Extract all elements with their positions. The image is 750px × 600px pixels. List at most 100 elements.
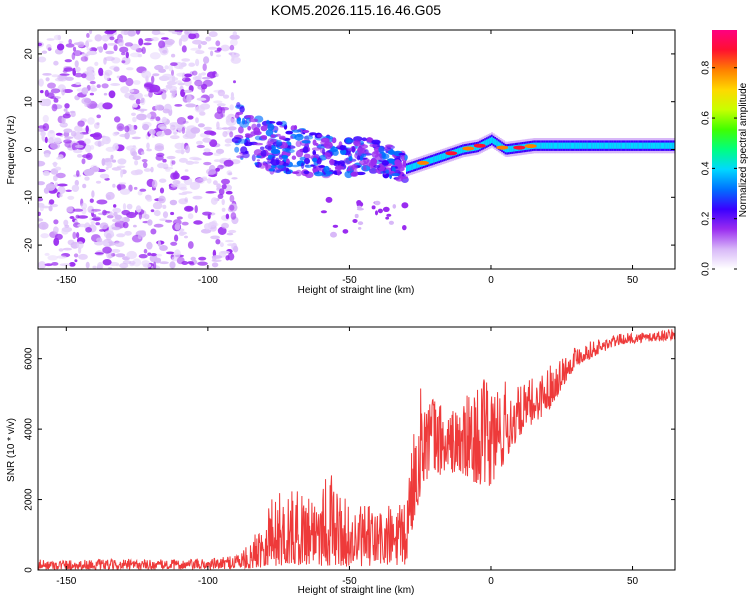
noise-blob xyxy=(156,131,166,137)
noise-blob xyxy=(181,45,187,53)
noise-blob xyxy=(44,263,53,267)
noise-blob xyxy=(55,132,63,136)
signal-band xyxy=(575,142,578,149)
transition-blob xyxy=(301,162,305,170)
noise-blob xyxy=(90,85,96,89)
noise-blob xyxy=(138,211,142,220)
noise-blob xyxy=(213,159,221,163)
noise-blob xyxy=(96,199,108,205)
transition-blob xyxy=(260,149,267,157)
noise-blob xyxy=(105,30,117,34)
noise-blob xyxy=(176,117,187,125)
signal-band xyxy=(414,162,417,169)
noise-blob xyxy=(179,231,188,235)
noise-blob xyxy=(77,215,89,219)
noise-blob xyxy=(141,70,152,79)
noise-blob xyxy=(117,184,122,191)
signal-band xyxy=(406,165,409,172)
spectrogram-x-label: Height of straight line (km) xyxy=(298,285,415,296)
signal-hotspot xyxy=(445,151,458,156)
transition-blob xyxy=(253,127,261,135)
noise-blob xyxy=(51,74,60,78)
transition-blob xyxy=(385,216,390,220)
noise-blob xyxy=(229,44,235,51)
transition-blob xyxy=(265,161,271,165)
noise-blob xyxy=(168,64,173,72)
noise-blob xyxy=(188,62,196,67)
noise-blob xyxy=(119,133,130,138)
signal-band xyxy=(440,154,443,161)
signal-band xyxy=(496,140,499,147)
noise-blob xyxy=(73,149,83,154)
signal-band xyxy=(541,142,544,149)
noise-blob xyxy=(107,161,113,169)
noise-blob xyxy=(194,106,206,113)
transition-blob xyxy=(371,151,379,158)
noise-blob xyxy=(74,125,83,132)
noise-blob xyxy=(38,56,47,63)
transition-blob xyxy=(371,139,381,145)
signal-hotspot xyxy=(496,145,509,150)
noise-blob xyxy=(76,232,80,239)
noise-blob xyxy=(107,43,117,46)
noise-blob xyxy=(53,98,59,103)
noise-blob xyxy=(114,116,121,123)
noise-blob xyxy=(159,218,168,221)
noise-blob xyxy=(153,223,164,228)
noise-blob xyxy=(133,80,141,85)
noise-blob xyxy=(146,241,153,250)
noise-blob xyxy=(105,232,112,241)
noise-blob xyxy=(77,154,83,158)
signal-band xyxy=(652,142,655,149)
signal-band xyxy=(417,161,420,168)
transition-blob xyxy=(282,162,289,167)
noise-blob xyxy=(222,94,230,99)
transition-blob xyxy=(402,225,407,231)
transition-blob xyxy=(256,159,260,162)
noise-blob xyxy=(95,222,100,226)
transition-blob xyxy=(251,154,256,162)
snr-x-tick-label: -150 xyxy=(56,576,76,587)
noise-blob xyxy=(178,65,184,70)
noise-blob xyxy=(132,155,142,161)
noise-blob xyxy=(80,56,88,62)
noise-blob xyxy=(209,139,218,148)
noise-blob xyxy=(183,89,193,93)
signal-band xyxy=(592,142,595,149)
signal-band xyxy=(672,142,675,149)
signal-band xyxy=(455,148,458,156)
signal-band xyxy=(509,145,512,152)
noise-blob xyxy=(118,42,124,47)
noise-blob xyxy=(164,65,169,70)
noise-blob xyxy=(207,46,218,50)
noise-blob xyxy=(62,89,73,93)
noise-blob xyxy=(133,224,137,228)
transition-blob xyxy=(401,155,405,162)
signal-band xyxy=(569,142,572,149)
noise-blob xyxy=(115,263,120,267)
noise-blob xyxy=(205,191,217,194)
signal-hotspot xyxy=(417,160,429,165)
transition-blob xyxy=(289,135,294,140)
transition-blob xyxy=(272,169,282,173)
noise-blob xyxy=(132,258,142,267)
transition-blob xyxy=(234,146,240,153)
noise-blob xyxy=(176,256,185,265)
transition-blob xyxy=(238,126,244,134)
signal-band xyxy=(671,142,674,149)
snr-frame xyxy=(37,326,676,571)
noise-blob xyxy=(72,46,77,52)
signal-band xyxy=(669,142,672,149)
noise-blob xyxy=(94,252,104,255)
noise-blob xyxy=(53,161,57,168)
noise-blob xyxy=(166,155,176,160)
noise-blob xyxy=(136,108,148,112)
noise-blob xyxy=(161,92,167,100)
noise-blob xyxy=(46,38,55,41)
noise-blob xyxy=(192,161,200,164)
noise-blob xyxy=(113,44,118,52)
noise-blob xyxy=(138,38,144,46)
noise-blob xyxy=(67,195,75,200)
noise-blob xyxy=(67,239,75,246)
signal-band xyxy=(438,154,441,161)
